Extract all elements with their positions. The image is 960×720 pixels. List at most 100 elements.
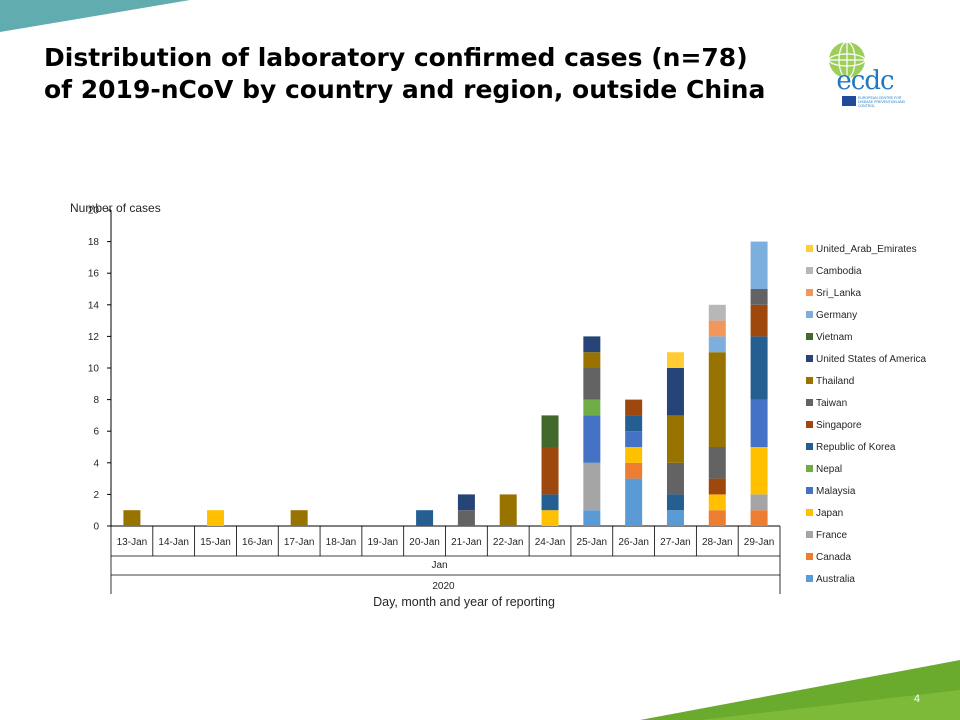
bar-segment-singapore xyxy=(750,304,768,337)
legend-label: France xyxy=(816,530,848,541)
y-tick-label: 6 xyxy=(93,427,99,438)
legend-label: Malaysia xyxy=(816,486,856,497)
bar-segment-thailand xyxy=(123,510,141,526)
legend-label: Singapore xyxy=(816,420,862,431)
bar-segment-japan xyxy=(750,447,768,495)
x-tick-label: 22-Jan xyxy=(493,537,524,548)
x-axis-label: Day, month and year of reporting xyxy=(373,595,555,609)
bar-segment-cambodia xyxy=(708,304,726,321)
ecdc-logo: ecdc EUROPEAN CENTRE FOR DISEASE PREVENT… xyxy=(822,38,908,112)
y-tick-label: 8 xyxy=(93,395,99,406)
bar-segment-singapore xyxy=(541,447,559,495)
legend-swatch xyxy=(806,333,813,340)
legend-swatch xyxy=(806,311,813,318)
bar-segment-thailand xyxy=(583,352,601,368)
bar-segment-canada xyxy=(750,510,768,526)
bar-segment-thailand xyxy=(499,494,517,526)
legend-label: United States of America xyxy=(816,354,926,365)
x-tick-label: 25-Jan xyxy=(577,537,608,548)
bar-segment-republic-of-korea xyxy=(666,494,684,511)
x-tick-label: 20-Jan xyxy=(409,537,440,548)
legend-label: United_Arab_Emirates xyxy=(816,244,917,255)
legend-label: Cambodia xyxy=(816,266,862,277)
bar-segment-sri-lanka xyxy=(708,320,726,337)
bar-segment-nepal xyxy=(583,399,601,416)
bar-segment-japan xyxy=(207,510,225,526)
x-tick-label: 27-Jan xyxy=(660,537,691,548)
x-tick-label: 14-Jan xyxy=(158,537,189,548)
bar-segment-taiwan xyxy=(583,368,601,400)
legend-swatch xyxy=(806,289,813,296)
bar-segment-germany xyxy=(708,336,726,353)
bar-segment-canada xyxy=(708,510,726,526)
legend-label: Taiwan xyxy=(816,398,847,409)
bar-segment-australia xyxy=(625,478,643,526)
bar-segment-taiwan xyxy=(708,447,726,479)
x-month-label: Jan xyxy=(431,560,447,571)
y-tick-label: 0 xyxy=(93,522,99,533)
bar-segment-japan xyxy=(708,494,726,511)
legend-label: Japan xyxy=(816,508,843,519)
bar-segment-thailand xyxy=(290,510,308,526)
bar-segment-australia xyxy=(583,510,601,526)
globe-icon xyxy=(828,41,866,79)
y-tick-label: 14 xyxy=(88,300,100,311)
legend-swatch xyxy=(806,487,813,494)
title-line-1: Distribution of laboratory confirmed cas… xyxy=(44,43,748,72)
bar-segment-japan xyxy=(625,447,643,463)
legend-swatch xyxy=(806,509,813,516)
bar-segment-united-arab-emirates xyxy=(666,352,684,368)
legend-swatch xyxy=(806,531,813,538)
bar-segment-republic-of-korea xyxy=(625,415,643,432)
x-tick-label: 29-Jan xyxy=(744,537,775,548)
x-tick-label: 15-Jan xyxy=(200,537,231,548)
legend-label: Australia xyxy=(816,574,855,585)
bar-segment-vietnam xyxy=(541,415,559,447)
logo-subtext: EUROPEAN CENTRE FOR DISEASE PREVENTION A… xyxy=(858,96,906,108)
legend-swatch xyxy=(806,245,813,252)
bar-segment-germany xyxy=(750,241,768,289)
bar-segment-france xyxy=(583,462,601,511)
x-tick-label: 18-Jan xyxy=(326,537,357,548)
legend-label: Vietnam xyxy=(816,332,853,343)
y-tick-label: 16 xyxy=(88,269,100,280)
y-tick-label: 10 xyxy=(88,364,100,375)
bar-segment-taiwan xyxy=(457,510,475,526)
x-tick-label: 28-Jan xyxy=(702,537,733,548)
legend-label: Germany xyxy=(816,310,857,321)
x-tick-label: 24-Jan xyxy=(535,537,566,548)
bar-segment-united-states-of-america xyxy=(666,368,684,416)
slide-title: Distribution of laboratory confirmed cas… xyxy=(44,42,814,106)
bar-segment-malaysia xyxy=(625,431,643,447)
bar-segment-japan xyxy=(541,510,559,526)
bar-segment-republic-of-korea xyxy=(750,336,768,400)
legend-label: Nepal xyxy=(816,464,842,475)
bar-segment-singapore xyxy=(708,478,726,495)
x-year-label: 2020 xyxy=(432,581,455,592)
bar-segment-malaysia xyxy=(583,415,601,463)
legend-swatch xyxy=(806,267,813,274)
page-number: 4 xyxy=(913,693,920,705)
y-tick-label: 20 xyxy=(88,206,100,217)
y-tick-label: 4 xyxy=(93,458,99,469)
bar-segment-taiwan xyxy=(750,289,768,305)
x-tick-label: 16-Jan xyxy=(242,537,273,548)
legend-swatch xyxy=(806,399,813,406)
y-tick-label: 2 xyxy=(93,490,99,501)
legend-swatch xyxy=(806,553,813,560)
logo-wordmark: ecdc xyxy=(836,66,894,96)
bar-segment-australia xyxy=(666,510,684,526)
x-tick-label: 26-Jan xyxy=(618,537,649,548)
legend-swatch xyxy=(806,377,813,384)
legend-label: Thailand xyxy=(816,376,854,387)
bar-segment-united-states-of-america xyxy=(583,336,601,353)
bar-segment-france xyxy=(750,494,768,511)
bar-segment-malaysia xyxy=(750,399,768,447)
x-tick-label: 19-Jan xyxy=(367,537,398,548)
legend-swatch xyxy=(806,355,813,362)
y-tick-label: 18 xyxy=(88,237,100,248)
bar-segment-republic-of-korea xyxy=(541,494,559,511)
legend-swatch xyxy=(806,575,813,582)
legend-label: Canada xyxy=(816,552,851,563)
